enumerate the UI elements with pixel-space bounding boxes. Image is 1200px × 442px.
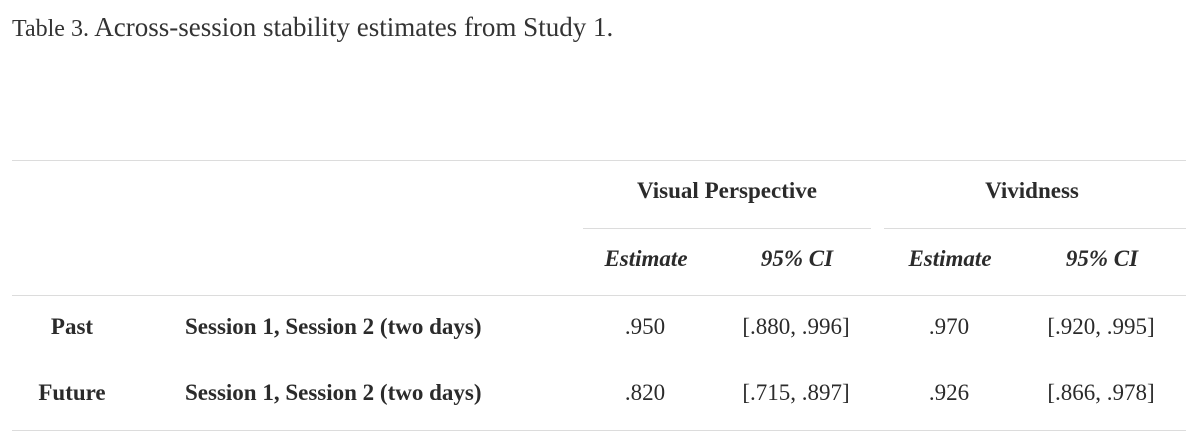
header-bottom-rule <box>12 295 1186 296</box>
table-top-rule <box>12 160 1186 161</box>
row-label: Future <box>38 380 106 405</box>
table-caption: Table 3. Across-session stability estima… <box>12 12 613 43</box>
group-header-vividness: Vividness <box>985 178 1079 203</box>
table-title: Across-session stability estimates from … <box>94 12 614 42</box>
subheader-viv-estimate: Estimate <box>908 246 992 271</box>
vp-ci-value: [.880, .996] <box>742 314 850 339</box>
row-sessions: Session 1, Session 2 (two days) <box>185 380 482 405</box>
vp-ci-value: [.715, .897] <box>742 380 850 405</box>
subheader-vp-ci: 95% CI <box>760 246 834 271</box>
row-label: Past <box>50 314 94 339</box>
table-bottom-rule <box>12 430 1186 431</box>
row-sessions: Session 1, Session 2 (two days) <box>185 314 482 339</box>
vp-estimate-value: .820 <box>624 380 666 405</box>
viv-estimate-value: .926 <box>928 380 970 405</box>
vp-estimate-value: .950 <box>624 314 666 339</box>
viv-estimate-value: .970 <box>928 314 970 339</box>
subheader-viv-ci: 95% CI <box>1065 246 1139 271</box>
subheader-vp-estimate: Estimate <box>604 246 688 271</box>
group-header-visual-perspective: Visual Perspective <box>637 178 817 203</box>
group-rule-vividness <box>884 228 1186 229</box>
group-rule-visual-perspective <box>583 228 871 229</box>
table-label: Table 3. <box>12 16 89 42</box>
viv-ci-value: [.920, .995] <box>1047 314 1155 339</box>
viv-ci-value: [.866, .978] <box>1047 380 1155 405</box>
